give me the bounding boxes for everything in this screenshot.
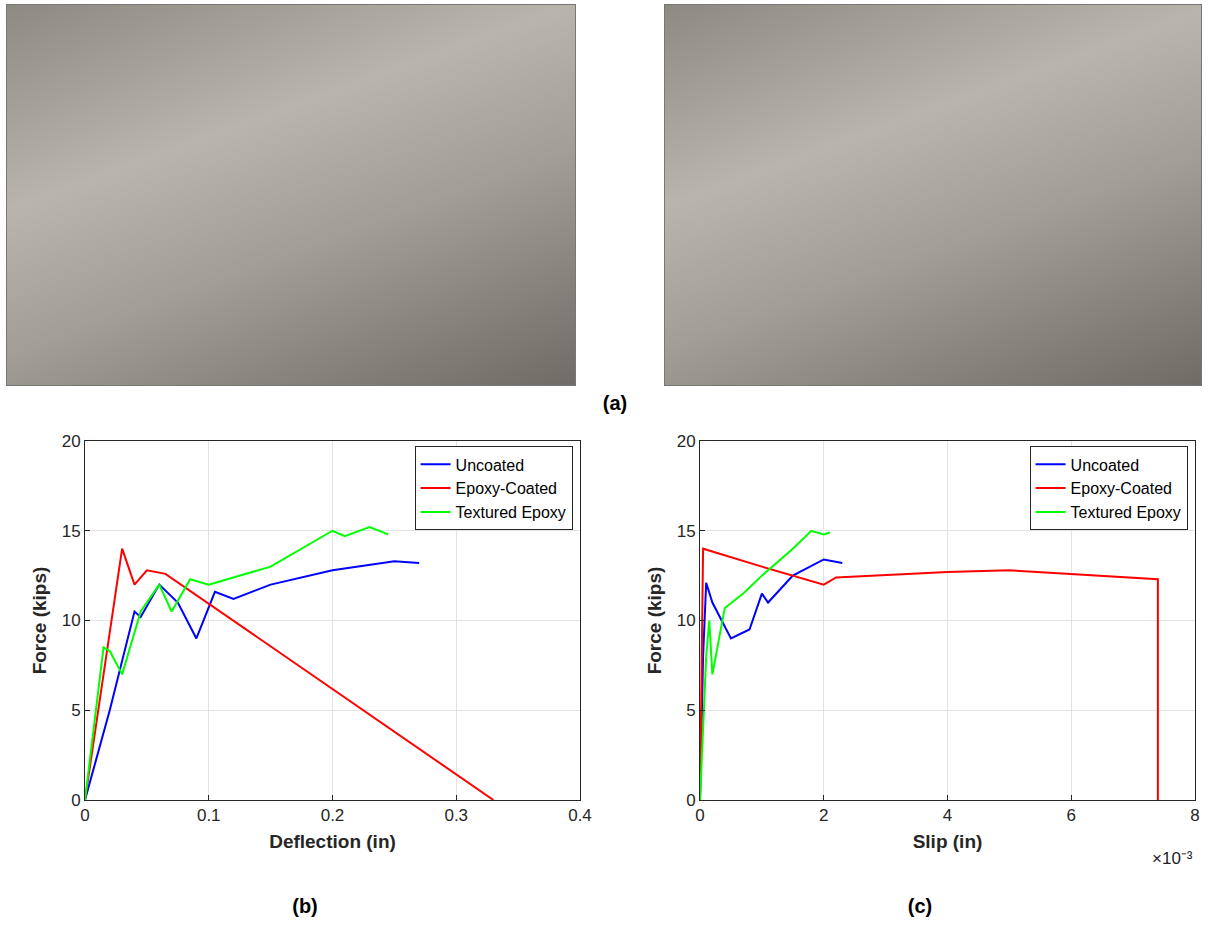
svg-text:4: 4 <box>943 806 952 825</box>
svg-text:Uncoated: Uncoated <box>456 457 525 474</box>
svg-text:0.2: 0.2 <box>321 806 345 825</box>
svg-text:Force (kips): Force (kips) <box>29 567 50 675</box>
svg-text:8: 8 <box>1190 806 1199 825</box>
svg-text:5: 5 <box>686 701 695 720</box>
html-text:(a): (a) <box>602 392 628 414</box>
svg-text:0.1: 0.1 <box>197 806 221 825</box>
svg-text:0.4: 0.4 <box>568 806 592 825</box>
html-text:(c): (c) <box>907 895 933 917</box>
svg-text:10: 10 <box>62 611 81 630</box>
svg-text:Textured Epoxy: Textured Epoxy <box>1071 504 1181 521</box>
svg-text:20: 20 <box>677 432 696 451</box>
svg-text:Slip (in): Slip (in) <box>913 831 983 852</box>
svg-text:0.3: 0.3 <box>444 806 468 825</box>
svg-text:2: 2 <box>819 806 828 825</box>
svg-text:Textured Epoxy: Textured Epoxy <box>456 504 566 521</box>
svg-text:Force (kips): Force (kips) <box>644 567 665 675</box>
svg-text:6: 6 <box>1067 806 1076 825</box>
svg-text:Deflection (in): Deflection (in) <box>269 831 396 852</box>
svg-text:Uncoated: Uncoated <box>1071 457 1140 474</box>
svg-text:15: 15 <box>677 522 696 541</box>
svg-text:20: 20 <box>62 432 81 451</box>
svg-text:Epoxy-Coated: Epoxy-Coated <box>1071 480 1172 497</box>
svg-text:0: 0 <box>71 791 80 810</box>
svg-text:0: 0 <box>686 791 695 810</box>
svg-text:0: 0 <box>80 806 89 825</box>
svg-text:10: 10 <box>677 611 696 630</box>
svg-text:15: 15 <box>62 522 81 541</box>
svg-text:5: 5 <box>71 701 80 720</box>
svg-text:0: 0 <box>695 806 704 825</box>
svg-text:×10⁻³: ×10⁻³ <box>1152 849 1193 868</box>
html-text:(b): (b) <box>292 895 318 917</box>
svg-text:Epoxy-Coated: Epoxy-Coated <box>456 480 557 497</box>
